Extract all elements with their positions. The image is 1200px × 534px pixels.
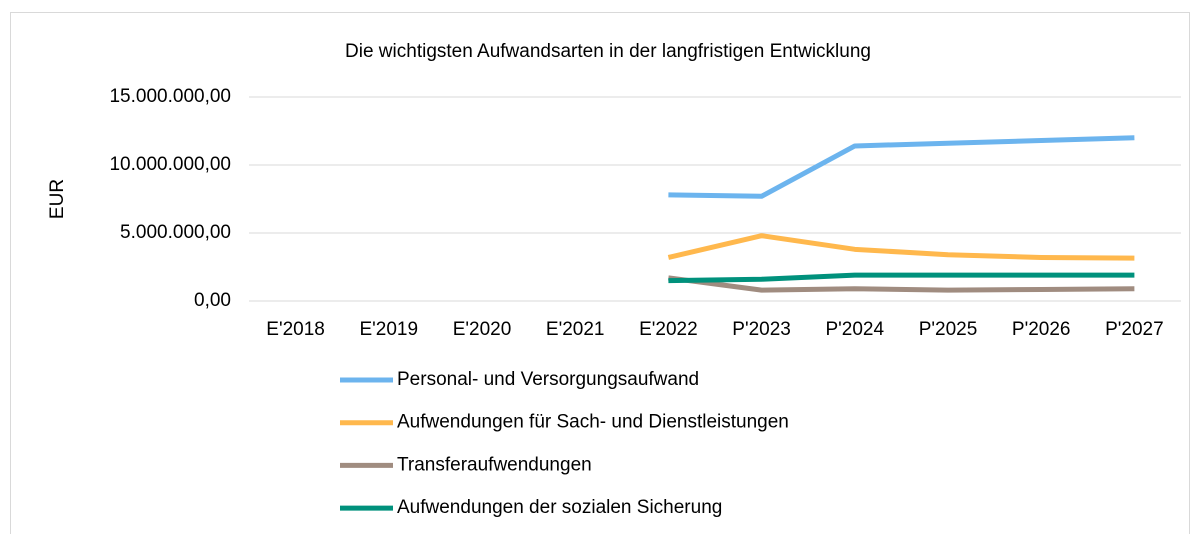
y-tick-label: 15.000.000,00 (109, 86, 231, 107)
chart-frame (10, 12, 1190, 534)
y-tick-label: 5.000.000,00 (120, 222, 231, 243)
legend-label: Aufwendungen für Sach- und Dienstleistun… (397, 412, 789, 433)
series-line (668, 135, 1135, 199)
legend-label: Personal- und Versorgungsaufwand (397, 369, 699, 390)
series-line (668, 275, 1135, 293)
chart-title: Die wichtigsten Aufwandsarten in der lan… (345, 41, 871, 62)
series-line (667, 233, 1135, 261)
x-tick-label: P'2023 (732, 319, 791, 340)
x-tick-label: E'2018 (266, 319, 325, 340)
x-tick-label: E'2020 (453, 319, 512, 340)
x-tick-label: E'2019 (360, 319, 419, 340)
x-tick-label: P'2027 (1105, 319, 1164, 340)
x-tick-label: P'2026 (1012, 319, 1071, 340)
x-tick-label: P'2025 (919, 319, 978, 340)
series-line (668, 272, 1135, 284)
y-axis-label: EUR (47, 179, 68, 219)
x-tick-label: P'2024 (826, 319, 885, 340)
x-tick-label: E'2021 (546, 319, 605, 340)
x-tick-label: E'2022 (639, 319, 698, 340)
y-tick-label: 10.000.000,00 (109, 154, 231, 175)
y-tick-label: 0,00 (194, 290, 231, 311)
legend-label: Aufwendungen der sozialen Sicherung (397, 497, 722, 518)
legend-label: Transferaufwendungen (397, 454, 592, 475)
